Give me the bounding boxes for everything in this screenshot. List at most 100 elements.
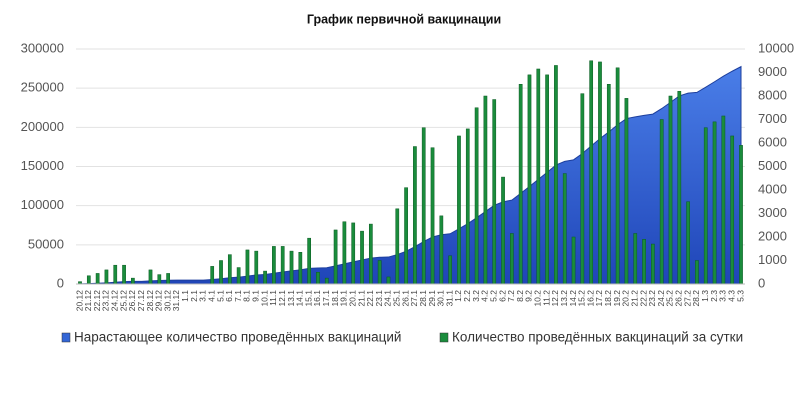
x-tick-label: 27.2 [682,290,692,307]
bar [307,237,311,285]
bar [598,61,602,285]
x-tick-label: 21.12 [83,290,93,312]
x-tick-label: 26.12 [127,290,137,312]
bar [395,208,400,285]
bar [254,250,259,285]
x-tick-label: 24.2 [656,290,666,307]
x-tick-label: 22.12 [92,290,102,312]
x-tick-label: 28.2 [691,290,701,307]
x-tick-label: 5.3 [735,290,745,302]
bar [421,127,426,285]
x-tick-label: 5.1 [215,290,225,302]
bar [545,74,549,285]
x-tick-label: 2.2 [462,290,472,302]
x-tick-label: 5.2 [488,290,498,302]
x-tick-label: 27.1 [409,290,419,307]
x-tick-label: 31.1 [444,290,454,307]
bar [210,266,215,285]
x-tick-label: 8.1 [242,290,252,302]
x-tick-label: 31.12 [171,290,181,312]
x-tick-label: 20.12 [74,290,84,312]
area [79,65,742,285]
bar [659,119,664,285]
x-tick-label: 1.3 [700,290,710,302]
bar [316,272,320,285]
bar [263,270,267,285]
x-tick-label: 6.1 [224,290,234,302]
y2-tick-label: 9000 [758,64,787,79]
bar [333,229,338,285]
bar [739,145,743,285]
y2-tick-label: 3000 [758,205,787,220]
bar [501,176,505,285]
bar [404,187,408,285]
bar [86,275,91,285]
bar [536,68,541,285]
bar [703,127,708,285]
x-tick-label: 25.2 [665,290,675,307]
x-tick-label: 2.1 [189,290,199,302]
legend-label: Количество проведённых вакцинаций за сут… [452,330,743,345]
bar [571,236,576,285]
bar [606,84,611,285]
x-tick-label: 6.2 [497,290,507,302]
x-tick-label: 7.1 [233,290,243,302]
x-tick-label: 29.12 [154,290,164,312]
x-tick-label: 21.1 [356,290,366,307]
x-tick-label: 3.1 [198,290,208,302]
legend-swatch [439,332,449,343]
bar [360,230,364,285]
bar [730,135,735,285]
bar [686,201,690,285]
x-tick-label: 21.2 [629,290,639,307]
bar [157,274,162,285]
bar [439,215,444,285]
x-tick-label: 14.1 [295,290,305,307]
bar [651,243,655,285]
bar [245,249,250,285]
bar [554,65,558,285]
y2-tick-label: 8000 [758,87,787,102]
y-tick-label: 250000 [21,80,64,95]
x-tick-label: 3.3 [718,290,728,302]
bar [236,267,241,285]
x-tick-label: 7.2 [506,290,516,302]
x-tick-label: 19.1 [339,290,349,307]
x-tick-label: 20.2 [621,290,631,307]
x-tick-label: 4.2 [480,290,490,302]
bar [113,264,118,285]
legend-label: Нарастающее количество проведённых вакци… [74,330,401,345]
bar [695,260,699,285]
x-tick-label: 2.3 [709,290,719,302]
x-tick-label: 3.2 [471,290,481,302]
y2-tick-label: 7000 [758,111,787,126]
x-tick-label: 9.2 [524,290,534,302]
bar [510,233,514,285]
x-tick-label: 16.1 [312,290,322,307]
x-tick-label: 9.1 [251,290,261,302]
bar [227,254,232,285]
bar [298,252,303,285]
x-tick-label: 14.2 [568,290,578,307]
bar [721,115,726,285]
bar [457,135,461,285]
x-tick-label: 12.1 [277,290,287,307]
x-tick-label: 19.2 [612,290,622,307]
y2-tick-label: 6000 [758,134,787,149]
x-tick-label: 26.2 [674,290,684,307]
x-tick-label: 26.1 [400,290,410,307]
bar [474,107,479,285]
bar [342,221,347,285]
bar [386,276,391,285]
x-tick-label: 28.1 [418,290,428,307]
x-tick-label: 22.1 [365,290,375,307]
x-tick-label: 23.1 [374,290,384,307]
y2-tick-label: 1000 [758,252,787,267]
x-tick-label: 23.2 [647,290,657,307]
bar [492,99,497,285]
y-tick-label: 200000 [21,119,64,134]
bar [448,255,453,285]
bar [377,260,382,285]
x-tick-label: 17.1 [321,290,331,307]
